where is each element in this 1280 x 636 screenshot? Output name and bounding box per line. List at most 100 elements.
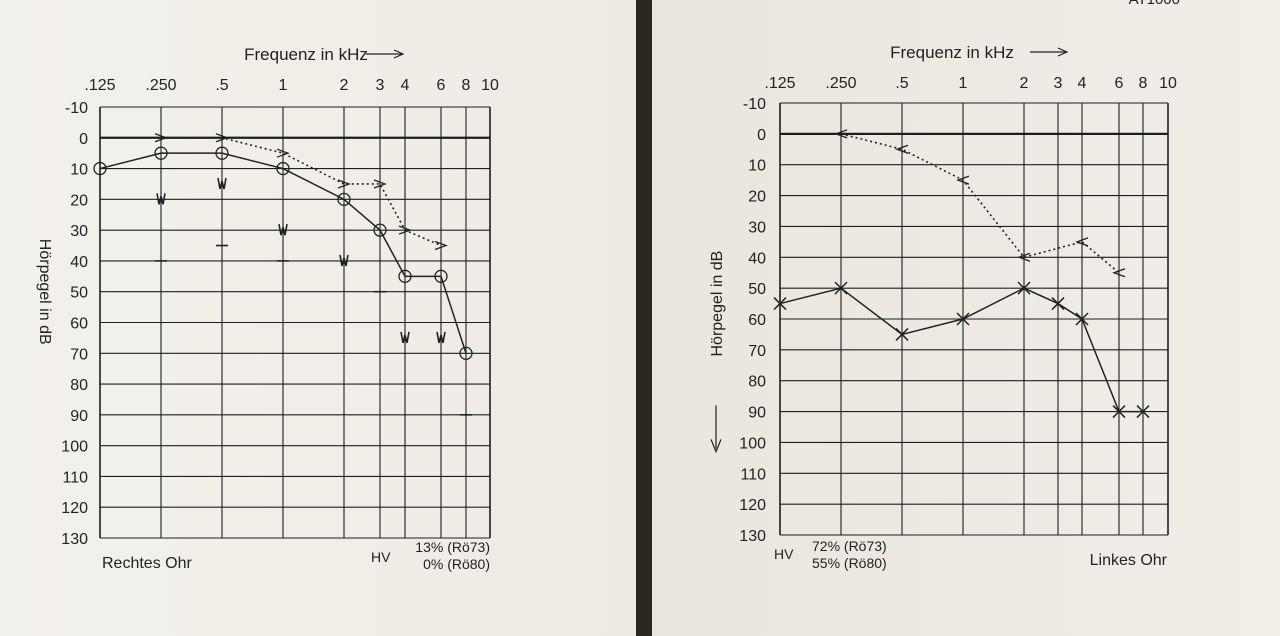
series-line-bone [161,136,442,247]
x-tick-label: .5 [215,77,228,94]
title-arrow-head [393,49,405,59]
air-marker-circle [154,146,168,160]
bone-marker [1075,237,1089,247]
x-tick-label: 1 [279,77,288,94]
bone-marker [398,225,412,235]
x-tick-label: 3 [1054,75,1063,92]
air-marker-x [1112,405,1126,419]
bone-marker [373,179,387,189]
y-tick-label: 70 [748,343,766,360]
y-tick-label: 110 [740,466,766,483]
x-tick-label: 8 [462,77,471,94]
y-tick-label: 70 [70,346,88,363]
air-marker-circle [373,223,387,237]
air-marker-circle [337,192,351,207]
air-marker-circle [93,161,107,176]
audiogram-right-ear: Frequenz in kHz .125 .250 .5 1 2 3 4 6 8 10 -10 0 10 2… [36,45,499,572]
y-tick-label: 10 [70,162,88,179]
y-tick-label: 60 [70,316,88,333]
y-tick-label: 0 [79,131,88,148]
x-tick-label: .250 [145,77,176,94]
x-tick-label: 2 [340,77,349,94]
x-tick-label: 10 [481,77,499,94]
y-tick-label: 130 [61,531,88,548]
y-tick-label: 90 [748,405,766,422]
series-line-air [99,152,467,354]
bone-marker [834,129,848,139]
air-marker-circle [398,269,412,283]
y-tick-label: -10 [65,100,88,117]
y-tick-label: 10 [748,158,766,175]
speech-score-1: 13% (Rö73) [415,539,490,555]
air-marker-x [1136,405,1150,419]
y-tick-label: 50 [748,281,766,298]
y-tick-label: 0 [757,127,766,144]
x-tick-label: 6 [1115,75,1124,92]
x-tick-label: .250 [825,75,856,92]
y-tick-label: 60 [748,312,766,329]
x-tick-label: 6 [437,77,446,94]
x-tick-label: 10 [1159,75,1177,92]
form-code: AT1000 [1129,0,1180,8]
y-tick-label: 80 [748,374,766,391]
bone-marker [895,144,909,154]
bone-marker [1017,252,1031,262]
x-tick-label: 8 [1139,75,1148,92]
air-marker-x [1075,312,1089,326]
x-tick-label: 1 [959,75,968,92]
air-marker-circle [459,346,473,360]
page-gap [636,0,652,636]
air-marker-x [895,327,909,341]
audiogram-right-ear-sheet: Frequenz in kHz .125 .250 .5 1 2 3 4 6 8 10 -10 0 10 2… [0,0,636,636]
x-tick-label: .125 [84,77,115,94]
masking-mark [217,177,227,190]
chart-title: Frequenz in kHz [244,45,368,64]
y-axis-label: Hörpegel in dB [36,239,53,345]
bone-marker [276,148,290,158]
bone-marker [337,179,351,189]
y-arrow-head [710,439,722,454]
x-tick-label: 3 [376,77,385,94]
air-marker-x [1051,297,1065,311]
audiogram-left-ear: Frequenz in kHz .125 .250 .5 1 2 3 4 6 8 10 -10 0 10 2… [709,43,1177,571]
y-tick-label: 80 [70,377,88,394]
hv-label: HV [774,546,794,562]
y-tick-label: 120 [61,500,88,517]
y-tick-label: 20 [748,189,766,206]
chart-title: Frequenz in kHz [890,43,1014,62]
hv-label: HV [371,549,391,565]
air-marker-x [773,297,787,311]
bone-marker [215,133,229,143]
y-tick-label: 30 [748,219,766,236]
y-tick-label: 30 [70,223,88,240]
y-tick-label: -10 [743,96,766,113]
masking-mark [400,331,410,344]
y-tick-label: 100 [61,439,88,456]
masking-mark [278,223,288,236]
y-tick-label: 50 [70,285,88,302]
speech-score-2: 0% (Rö80) [423,556,490,572]
y-tick-label: 20 [70,192,88,209]
audiogram-left-ear-sheet: Frequenz in kHz .125 .250 .5 1 2 3 4 6 8 10 -10 0 10 2… [652,0,1280,636]
air-marker-x [834,281,848,295]
speech-score-1: 72% (Rö73) [812,538,887,554]
y-tick-label: 40 [70,254,88,271]
bone-marker [1112,268,1126,278]
air-marker-circle [215,146,229,160]
bone-marker [434,240,448,251]
x-tick-label: .125 [764,75,795,92]
air-marker-x [956,312,970,326]
y-tick-label: 120 [739,497,766,514]
y-tick-label: 90 [70,408,88,425]
air-marker-x [1017,281,1031,295]
air-marker-circle [276,161,290,176]
y-axis-label: Hörpegel in dB [709,251,726,357]
masking-mark [339,254,349,267]
ear-label: Linkes Ohr [1090,552,1168,569]
y-tick-label: 110 [62,469,88,486]
masking-mark [156,193,166,205]
x-tick-label: 2 [1020,75,1029,92]
x-tick-label: 4 [401,77,410,94]
y-tick-label: 100 [739,435,766,452]
ear-label: Rechtes Ohr [102,555,192,572]
